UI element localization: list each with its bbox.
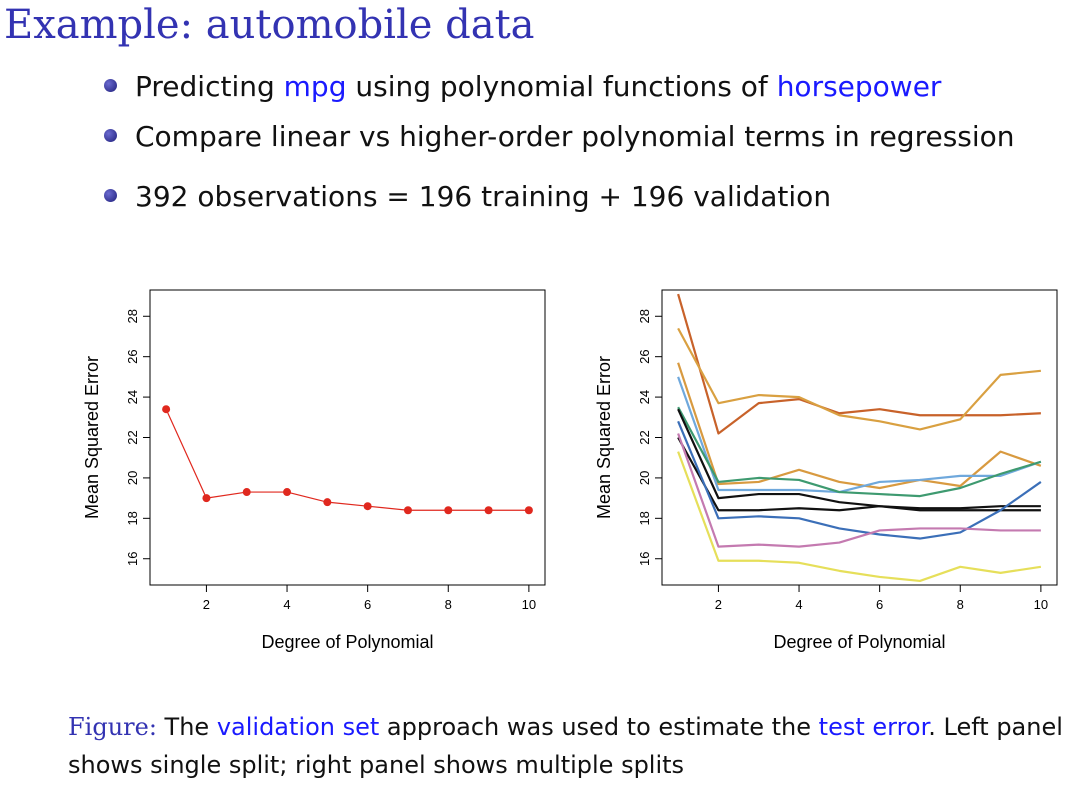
data-point: [403, 506, 412, 515]
bullet-item: Compare linear vs higher-order polynomia…: [104, 120, 1015, 153]
x-axis-label: Degree of Polynomial: [773, 632, 945, 652]
caption-text: . Left panel shows single split; right p…: [68, 713, 1063, 779]
data-point: [484, 506, 493, 515]
y-tick-label: 18: [125, 511, 140, 525]
data-point: [242, 488, 251, 497]
caption-text: approach was used to estimate the: [379, 713, 819, 741]
bullet-text: Predicting mpg using polynomial function…: [135, 70, 941, 103]
slide-title: Example: automobile data: [4, 2, 535, 48]
x-tick-label: 4: [283, 597, 290, 612]
y-tick-label: 24: [125, 390, 140, 404]
bullet-item: Predicting mpg using polynomial function…: [104, 70, 941, 103]
y-tick-label: 22: [125, 430, 140, 444]
series-line: [677, 436, 1041, 512]
plot-frame: [149, 289, 546, 586]
bullet-dot-icon: [104, 78, 117, 92]
data-point: [202, 494, 211, 503]
y-tick-label: 28: [637, 309, 652, 323]
data-point: [283, 488, 292, 497]
data-point: [363, 502, 372, 511]
highlighted-term: horsepower: [776, 70, 942, 103]
bullet-text: Compare linear vs higher-order polynomia…: [135, 120, 1015, 153]
bullet-dot-icon: [104, 188, 117, 202]
series-line: [677, 420, 1042, 540]
y-tick-label: 26: [125, 349, 140, 363]
series-line: [677, 408, 1041, 510]
y-axis-label: Mean Squared Error: [594, 356, 614, 519]
bullet-text-part: Predicting: [135, 70, 284, 103]
series-line: [677, 362, 1042, 490]
series-line: [677, 293, 1041, 435]
series-line: [677, 451, 1042, 583]
series-line: [677, 433, 1041, 548]
x-tick-label: 10: [1034, 597, 1048, 612]
series-line: [677, 376, 1042, 494]
bullet-item: 392 observations = 196 training + 196 va…: [104, 180, 831, 213]
data-point: [444, 506, 453, 515]
bullet-text-part: using polynomial functions of: [346, 70, 777, 103]
highlighted-term: mpg: [283, 70, 347, 103]
figure-caption: Figure: The validation set approach was …: [68, 708, 1068, 784]
series-line: [677, 327, 1041, 431]
x-tick-label: 2: [715, 597, 722, 612]
y-tick-label: 28: [125, 309, 140, 323]
y-tick-label: 16: [125, 551, 140, 565]
y-tick-label: 18: [637, 511, 652, 525]
bullet-text: 392 observations = 196 training + 196 va…: [135, 180, 831, 213]
y-tick-label: 24: [637, 390, 652, 404]
left-chart: 2 4 6 8 10 16 18 20 22 24 26 28 Degree of Polynomial…: [60, 280, 560, 675]
right-chart: 2 4 6 8 10 16 18 20 22 24 26 28 Degree of Polynomial…: [572, 280, 1072, 675]
y-tick-label: 26: [637, 349, 652, 363]
x-axis-label: Degree of Polynomial: [261, 632, 433, 652]
x-tick-label: 2: [203, 597, 210, 612]
y-tick-label: 20: [637, 471, 652, 485]
data-point: [162, 405, 171, 414]
bullet-text-part: 392 observations = 196 training + 196 va…: [135, 180, 832, 213]
series-line: [165, 408, 529, 511]
caption-link-validation-set: validation set: [216, 713, 380, 741]
plot-frame: [661, 289, 1058, 586]
y-axis-label: Mean Squared Error: [82, 356, 102, 519]
caption-text: The: [156, 713, 217, 741]
caption-link-test-error: test error: [818, 713, 929, 741]
bullet-text-part: Compare linear vs higher-order polynomia…: [135, 120, 1015, 153]
x-tick-label: 8: [445, 597, 452, 612]
data-point: [323, 498, 332, 507]
series-line: [677, 406, 1042, 498]
y-tick-label: 16: [637, 551, 652, 565]
x-tick-label: 10: [522, 597, 536, 612]
x-tick-label: 6: [364, 597, 371, 612]
caption-label: Figure:: [68, 713, 157, 741]
data-point: [524, 506, 533, 515]
y-tick-label: 22: [637, 430, 652, 444]
x-tick-label: 4: [795, 597, 802, 612]
y-tick-label: 20: [125, 471, 140, 485]
bullet-dot-icon: [104, 128, 117, 142]
x-tick-label: 8: [957, 597, 964, 612]
x-tick-label: 6: [876, 597, 883, 612]
